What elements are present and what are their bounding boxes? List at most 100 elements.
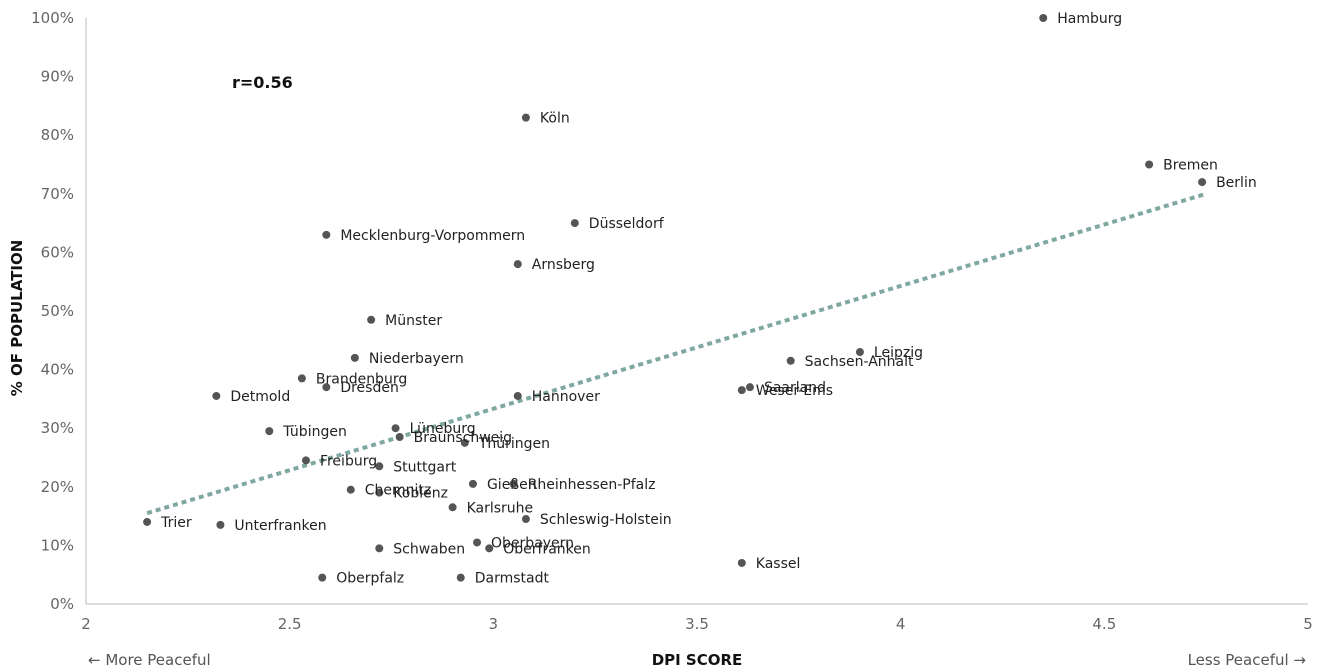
x-tick-label: 2.5 xyxy=(278,615,302,633)
data-point xyxy=(318,573,327,582)
point-label: Unterfranken xyxy=(234,518,326,534)
point-label: Saarland xyxy=(764,380,826,396)
y-tick-label: 20% xyxy=(41,478,74,496)
point-label: Oberbayern xyxy=(491,535,574,551)
point-label: Brandenburg xyxy=(316,371,407,387)
data-point xyxy=(745,383,754,392)
y-tick-label: 90% xyxy=(41,68,74,86)
data-point xyxy=(460,438,469,447)
point-label: Chemnitz xyxy=(365,483,432,499)
point-label: Mecklenburg-Vorpommern xyxy=(340,228,525,244)
x-tick-label: 4 xyxy=(896,615,906,633)
data-point xyxy=(350,353,359,362)
data-point xyxy=(346,485,355,494)
data-point xyxy=(521,515,530,524)
data-point xyxy=(391,424,400,433)
data-point xyxy=(485,544,494,553)
y-tick-label: 50% xyxy=(41,302,74,320)
data-point xyxy=(509,479,518,488)
point-label: Weser-Ems xyxy=(756,383,833,399)
data-point xyxy=(456,573,465,582)
data-point xyxy=(1198,178,1207,187)
point-label: Berlin xyxy=(1216,175,1257,191)
x-tick-label: 2 xyxy=(81,615,91,633)
data-point xyxy=(297,374,306,383)
point-label: Stuttgart xyxy=(393,459,456,475)
data-point xyxy=(513,260,522,269)
data-point xyxy=(737,558,746,567)
point-label: Braunschweig xyxy=(414,430,512,446)
y-tick-label: 30% xyxy=(41,419,74,437)
point-label: Gießen xyxy=(487,477,537,493)
data-point xyxy=(322,230,331,239)
point-label: Freiburg xyxy=(320,453,377,469)
trendline-group xyxy=(146,191,1207,516)
data-point xyxy=(521,113,530,122)
point-label: Leipzig xyxy=(874,345,923,361)
data-point xyxy=(322,383,331,392)
data-point xyxy=(216,520,225,529)
data-point xyxy=(1145,160,1154,169)
point-label: Kassel xyxy=(756,556,801,572)
point-label: Detmold xyxy=(230,389,290,405)
data-point xyxy=(473,538,482,547)
data-point xyxy=(375,488,384,497)
data-point xyxy=(448,503,457,512)
point-label: Schwaben xyxy=(393,541,465,557)
y-tick-label: 60% xyxy=(41,243,74,261)
y-tick-label: 100% xyxy=(31,9,74,27)
data-point xyxy=(395,432,404,441)
data-point xyxy=(301,456,310,465)
data-point xyxy=(367,315,376,324)
point-label: Hamburg xyxy=(1057,11,1122,27)
x-tick-label: 5 xyxy=(1303,615,1313,633)
data-point xyxy=(737,386,746,395)
point-label: Trier xyxy=(160,515,192,531)
point-label: Rheinhessen-Pfalz xyxy=(528,477,656,493)
less-peaceful-label: Less Peaceful → xyxy=(1188,651,1306,669)
point-label: Oberpfalz xyxy=(336,571,404,587)
point-label: Düsseldorf xyxy=(589,216,665,232)
point-label: Koblenz xyxy=(393,486,448,502)
y-axis-title: % OF POPULATION xyxy=(8,240,26,397)
more-peaceful-label: ← More Peaceful xyxy=(88,651,211,669)
point-label: Arnsberg xyxy=(532,257,595,273)
data-point xyxy=(212,391,221,400)
point-label: Thüringen xyxy=(478,436,550,452)
data-point xyxy=(855,348,864,357)
point-label: Tübingen xyxy=(282,424,347,440)
x-tick-labels: 2 2.5 3 3.5 4 4.5 5 xyxy=(81,615,1313,633)
data-point xyxy=(375,544,384,553)
x-axis-title: DPI SCORE xyxy=(652,651,743,669)
data-point xyxy=(375,462,384,471)
point-label: Schleswig-Holstein xyxy=(540,512,672,528)
data-point xyxy=(265,427,274,436)
y-tick-label: 40% xyxy=(41,361,74,379)
axes xyxy=(85,18,1308,605)
point-label: Bremen xyxy=(1163,158,1218,174)
y-tick-label: 70% xyxy=(41,185,74,203)
correlation-annotation: r=0.56 xyxy=(232,73,293,92)
x-tick-label: 3.5 xyxy=(685,615,709,633)
point-label: Köln xyxy=(540,111,570,127)
point-label: Karlsruhe xyxy=(467,500,534,516)
data-point xyxy=(1039,14,1048,22)
point-label: Dresden xyxy=(340,380,399,396)
point-label: Lüneburg xyxy=(410,421,476,437)
data-point xyxy=(513,391,522,400)
x-tick-label: 3 xyxy=(489,615,499,633)
point-label: Niederbayern xyxy=(369,351,464,367)
data-point xyxy=(570,219,579,228)
data-point xyxy=(786,356,795,365)
data-points xyxy=(143,14,1207,582)
trendline xyxy=(146,191,1207,516)
point-label: Darmstadt xyxy=(475,571,550,587)
point-label: Oberfranken xyxy=(503,541,591,557)
x-tick-label: 4.5 xyxy=(1092,615,1116,633)
y-tick-labels: 0% 10% 20% 30% 40% 50% 60% 70% 80% 90% 100% xyxy=(31,9,74,613)
data-point xyxy=(143,517,152,526)
point-label: Sachsen-Anhalt xyxy=(805,354,914,370)
point-label: Münster xyxy=(385,313,442,329)
